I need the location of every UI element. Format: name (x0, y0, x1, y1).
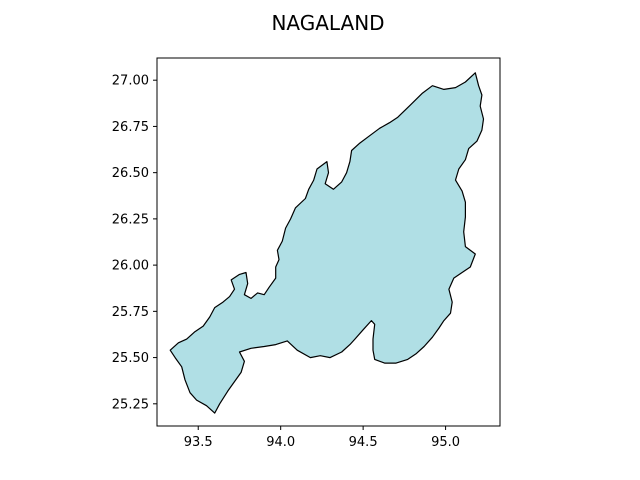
x-tick-label: 93.5 (184, 435, 213, 450)
x-tick-label: 95.0 (431, 435, 460, 450)
y-tick-label: 25.75 (112, 305, 149, 320)
y-tick-label: 26.00 (112, 259, 149, 274)
y-tick-label: 25.25 (112, 397, 149, 412)
map-title: NAGALAND (271, 11, 384, 35)
region-layer (169, 72, 485, 414)
y-tick-label: 26.25 (112, 212, 149, 227)
nagaland-region (169, 72, 485, 414)
x-axis: 93.5 94.0 94.5 95.0 (184, 426, 460, 450)
y-tick-label: 25.50 (112, 351, 149, 366)
y-tick-label: 26.75 (112, 120, 149, 135)
y-axis: 27.00 26.75 26.50 26.25 26.00 25.75 25.50 25.25 (112, 74, 157, 412)
x-tick-label: 94.5 (349, 435, 378, 450)
y-tick-label: 26.50 (112, 166, 149, 181)
y-tick-label: 27.00 (112, 74, 149, 89)
axes-frame (156, 57, 501, 427)
x-tick-label: 94.0 (266, 435, 295, 450)
